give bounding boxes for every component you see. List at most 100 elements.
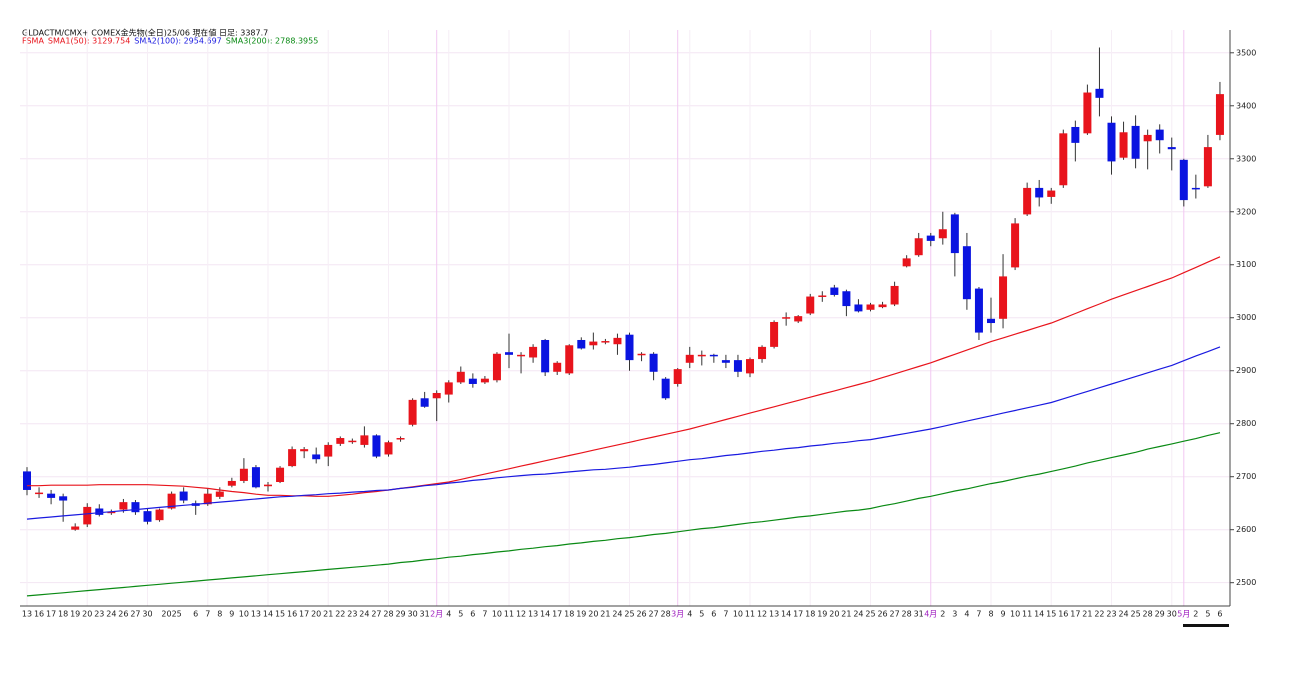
x-tick-label: 4 [964, 610, 969, 619]
candle-body [1143, 134, 1152, 142]
y-tick-label: 3100 [1236, 260, 1256, 269]
candle-body [577, 339, 586, 349]
candle-body [300, 449, 309, 452]
scroll-indicator [1183, 624, 1229, 627]
candle-body [758, 346, 767, 360]
x-tick-label: 15 [1046, 610, 1056, 619]
candle-body [673, 369, 682, 384]
x-tick-label: 14 [540, 610, 550, 619]
candle-body [529, 346, 538, 358]
candle-body [782, 317, 791, 319]
candle-body [143, 511, 152, 522]
candle-body [336, 438, 345, 444]
candle-body [806, 296, 815, 314]
candle-body [733, 360, 742, 372]
x-tick-label: 21 [600, 610, 610, 619]
candle-body [661, 378, 670, 399]
candle-body [770, 321, 779, 347]
x-tick-label: 16 [1058, 610, 1068, 619]
y-tick-label: 2900 [1236, 366, 1256, 375]
x-tick-label: 13 [769, 610, 779, 619]
candle-body [1071, 126, 1080, 143]
x-tick-label: 18 [805, 610, 815, 619]
legend-entry: SMA1(50): 3129.754 [48, 37, 130, 46]
candle-body [1191, 187, 1200, 190]
candle-body [625, 334, 634, 361]
candle-body [47, 493, 56, 498]
x-tick-label: 4 [687, 610, 692, 619]
x-tick-label: 28 [383, 610, 393, 619]
candle-body [685, 354, 694, 363]
candle-body [264, 484, 272, 487]
candle-body [794, 316, 803, 322]
x-tick-label: 27 [371, 610, 381, 619]
candle-body [324, 444, 333, 457]
x-tick-label: 17 [793, 610, 803, 619]
candle-body [842, 291, 851, 307]
x-tick-label: 17 [1070, 610, 1080, 619]
x-tick-label: 31 [420, 610, 430, 619]
x-tick-label: 6 [193, 610, 198, 619]
x-tick-label: 27 [130, 610, 140, 619]
x-tick-label: 8 [217, 610, 222, 619]
sma-line [26, 432, 1221, 597]
candle-body [1059, 133, 1068, 186]
candle-body [697, 354, 706, 357]
x-tick-label: 11 [745, 610, 755, 619]
x-tick-label: 28 [1143, 610, 1153, 619]
candle-body [613, 337, 622, 345]
x-tick-label: 19 [70, 610, 80, 619]
x-tick-label: 6 [1217, 610, 1222, 619]
x-tick-label: 14 [781, 610, 791, 619]
x-tick-label: 18 [58, 610, 68, 619]
x-tick-label: 13 [251, 610, 261, 619]
candle-body [914, 238, 923, 256]
x-tick-label: 21 [1082, 610, 1092, 619]
candle-body [119, 502, 128, 510]
x-tick-label: 22 [335, 610, 345, 619]
candle-body [601, 341, 610, 343]
x-tick-label: 26 [877, 610, 887, 619]
x-tick-label: 26 [636, 610, 646, 619]
y-tick-label: 3200 [1236, 207, 1256, 216]
candle-body [95, 508, 104, 515]
candle-body [131, 502, 140, 513]
candle-body [1203, 147, 1212, 187]
x-tick-label: 17 [299, 610, 309, 619]
x-tick-label: 19 [576, 610, 586, 619]
candle-body [348, 440, 357, 443]
candle-body [950, 214, 959, 254]
x-tick-label: 6 [470, 610, 475, 619]
candle-body [649, 353, 658, 372]
candle-body [227, 480, 236, 486]
x-tick-label: 7 [976, 610, 981, 619]
grid: 2500 2600 2700 2800 2900 3000 3100 3200 3300 3400… [20, 30, 1256, 619]
x-tick-label: 4 [446, 610, 451, 619]
plot [23, 47, 1224, 597]
legend: FSMA SMA1(50): 3129.754 SMA2(100): 2954.69… [22, 37, 318, 46]
y-tick-label: 3300 [1236, 154, 1256, 163]
candle-body [830, 287, 839, 295]
x-tick-label: 5月 [1177, 610, 1190, 619]
candle-body [1119, 132, 1128, 158]
x-tick-label: 17 [46, 610, 56, 619]
x-tick-label: 25 [865, 610, 875, 619]
x-tick-label: 20 [829, 610, 839, 619]
candle-body [155, 509, 164, 521]
x-tick-label: 16 [34, 610, 44, 619]
candle-body [372, 435, 381, 457]
x-tick-label: 22 [1094, 610, 1104, 619]
x-tick-label: 27 [649, 610, 659, 619]
candle-body [179, 491, 188, 501]
y-tick-label: 3400 [1236, 101, 1256, 110]
x-tick-label: 2 [940, 610, 945, 619]
candle-body [444, 382, 453, 395]
x-tick-label: 13 [22, 610, 32, 619]
candle-body [987, 318, 995, 324]
candle-body [239, 468, 248, 481]
x-tick-label: 25 [1131, 610, 1141, 619]
y-tick-label: 3500 [1236, 48, 1256, 57]
candle-body [505, 352, 513, 355]
x-tick-label: 29 [395, 610, 405, 619]
